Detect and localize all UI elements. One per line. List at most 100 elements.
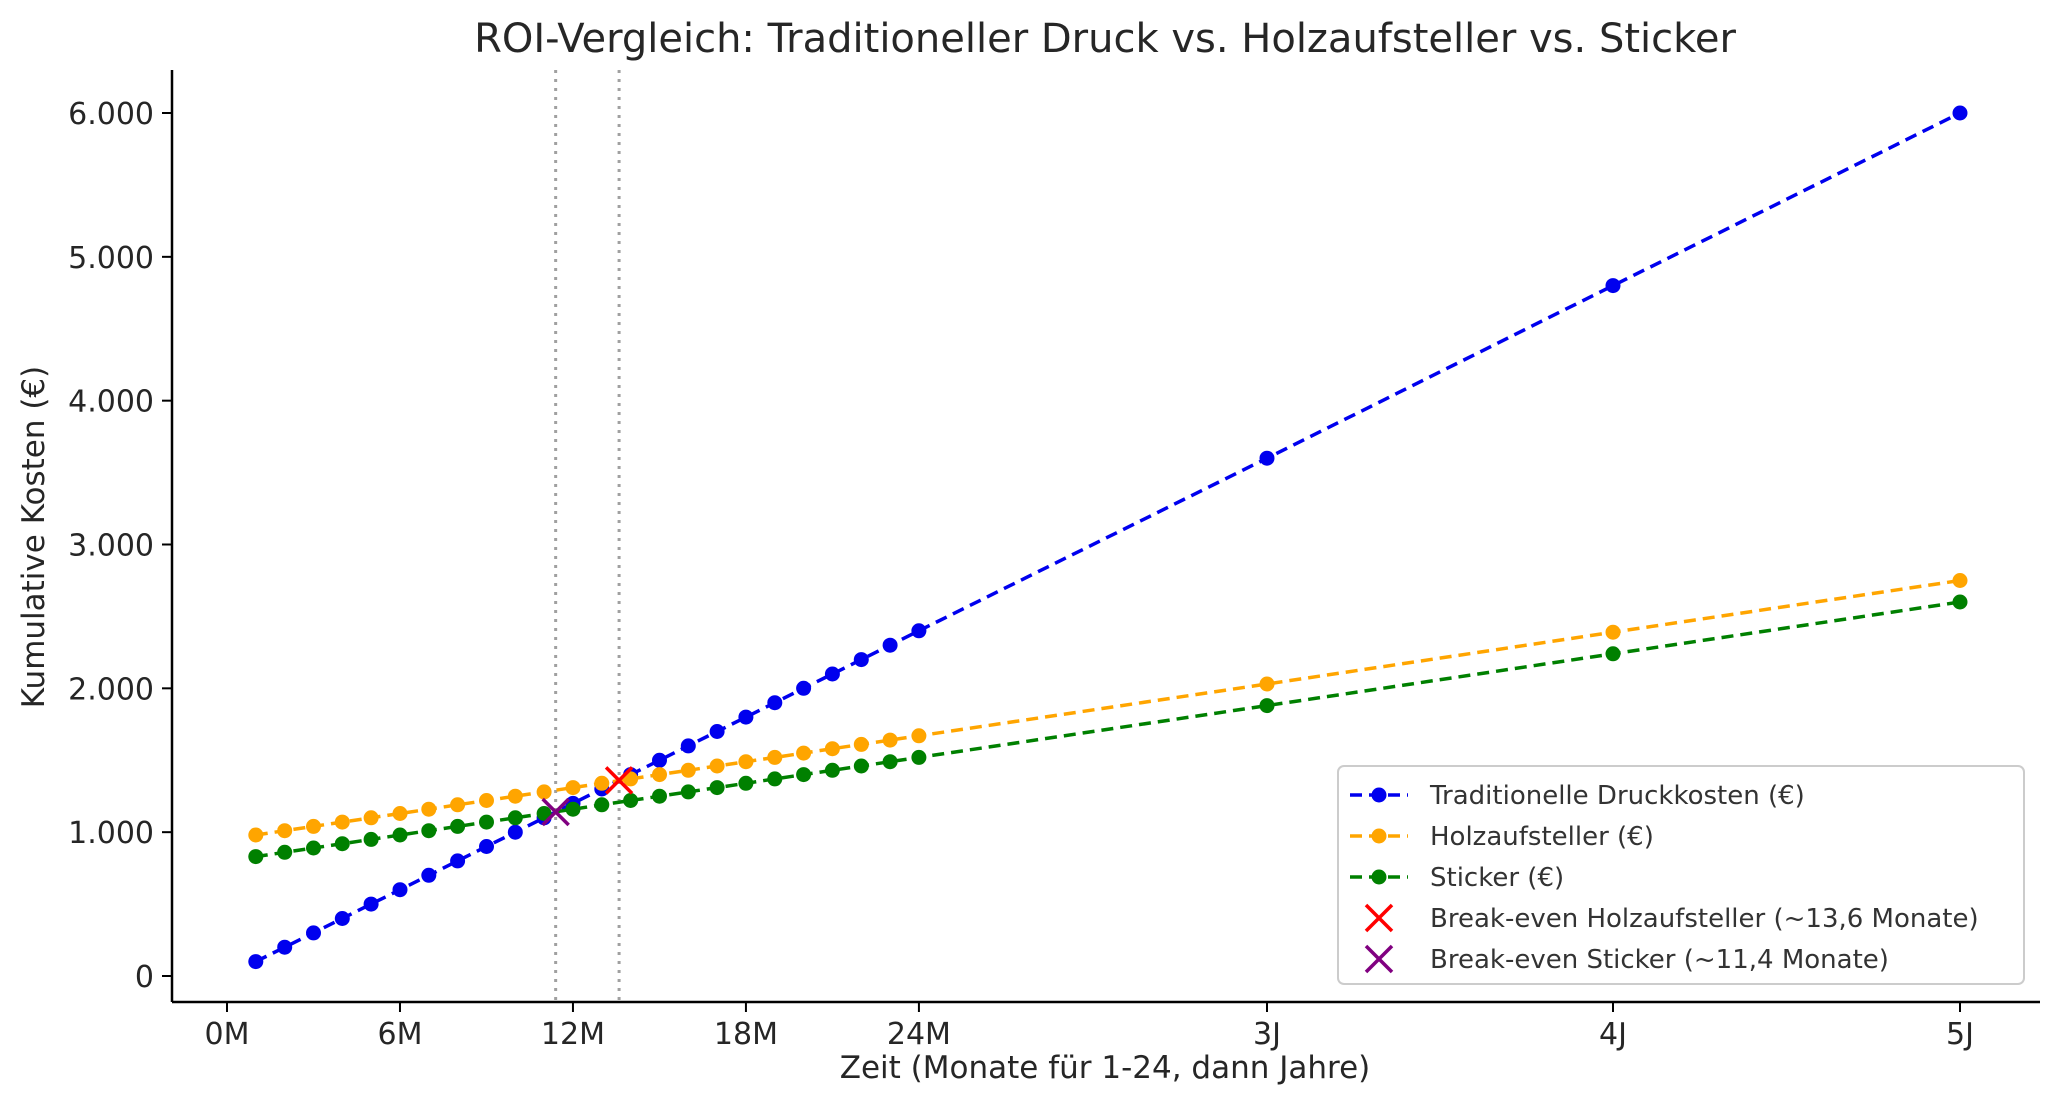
data-point-series-2-6 — [421, 823, 437, 839]
data-point-series-1-22 — [882, 732, 898, 748]
data-point-series-0-4 — [363, 896, 379, 912]
data-point-series-0-9 — [507, 824, 523, 840]
data-point-series-1-11 — [565, 780, 581, 796]
legend-entry-label: Break-even Holzaufsteller (~13,6 Monate) — [1430, 904, 1979, 934]
data-point-series-2-15 — [680, 784, 696, 800]
legend-entry-label: Break-even Sticker (~11,4 Monate) — [1430, 945, 1889, 975]
data-point-series-1-20 — [824, 741, 840, 757]
data-point-series-0-14 — [652, 752, 667, 768]
legend: Traditionelle Druckkosten (€) Holzaufstel… — [1337, 765, 2025, 985]
data-point-series-1-13 — [623, 771, 639, 787]
x-tick-label: 12M — [541, 1017, 605, 1052]
data-point-series-2-20 — [824, 762, 840, 778]
y-tick-label: 5.000 — [68, 241, 154, 276]
x-tick-label: 24M — [887, 1017, 951, 1052]
data-point-series-2-3 — [334, 836, 350, 852]
plot-area — [170, 70, 2040, 1004]
data-point-series-1-6 — [421, 801, 437, 817]
data-point-series-1-19 — [796, 745, 812, 761]
data-point-series-1-26 — [1952, 573, 1968, 588]
data-point-series-0-17 — [738, 709, 754, 725]
legend-box — [1337, 765, 2025, 985]
data-point-series-2-9 — [507, 810, 523, 826]
y-tick-label: 1.000 — [68, 816, 154, 851]
data-point-series-2-23 — [911, 749, 927, 765]
data-point-series-2-12 — [594, 797, 610, 813]
data-point-series-1-2 — [306, 818, 321, 834]
data-point-series-0-22 — [882, 637, 898, 653]
data-point-series-0-20 — [824, 666, 840, 682]
y-tick-label: 2.000 — [68, 672, 154, 707]
series-line-1 — [255, 578, 1961, 837]
data-point-series-1-4 — [363, 810, 379, 826]
data-point-series-0-0 — [248, 954, 264, 970]
data-point-series-2-4 — [363, 831, 379, 847]
data-point-series-2-24 — [1259, 698, 1275, 714]
data-point-series-1-1 — [277, 823, 293, 839]
y-tick-label: 6.000 — [68, 97, 154, 132]
data-point-series-2-10 — [536, 806, 552, 821]
break-even-marker-0 — [604, 766, 634, 795]
data-point-series-0-3 — [334, 911, 350, 926]
chart-title: ROI-Vergleich: Traditioneller Druck vs. … — [474, 16, 1736, 62]
data-point-series-2-1 — [277, 844, 293, 860]
legend-marker-0 — [1371, 787, 1387, 803]
data-point-series-0-24 — [1259, 450, 1275, 466]
data-point-series-2-13 — [623, 793, 639, 808]
data-point-series-2-26 — [1952, 594, 1968, 610]
data-point-series-1-15 — [680, 762, 696, 778]
data-point-series-2-2 — [306, 840, 321, 856]
legend-x-marker-b-0 — [1364, 903, 1394, 933]
break-even-marker-1 — [541, 797, 570, 827]
x-tick-label: 6M — [377, 1017, 422, 1052]
data-point-series-1-16 — [709, 758, 725, 774]
data-point-series-1-23 — [911, 728, 927, 744]
data-point-series-0-8 — [479, 839, 494, 854]
data-point-series-2-16 — [709, 780, 725, 796]
y-axis-label: Kumulative Kosten (€) — [16, 366, 52, 708]
data-point-series-1-8 — [479, 793, 494, 808]
data-point-series-1-9 — [507, 788, 523, 804]
data-point-series-2-5 — [392, 827, 408, 843]
data-point-series-2-18 — [767, 771, 783, 787]
y-tick-label: 3.000 — [68, 529, 154, 564]
data-point-series-2-11 — [565, 801, 581, 817]
x-tick-label: 0M — [205, 1017, 250, 1052]
data-point-series-1-3 — [334, 814, 350, 830]
data-point-series-0-16 — [709, 724, 725, 739]
data-point-series-2-25 — [1605, 646, 1621, 662]
data-point-series-2-0 — [248, 849, 264, 865]
data-point-series-1-0 — [248, 827, 264, 843]
x-axis-label: Zeit (Monate für 1-24, dann Jahre) — [840, 1050, 1371, 1086]
legend-entry-label: Traditionelle Druckkosten (€) — [1429, 781, 1805, 811]
data-point-series-1-14 — [652, 767, 667, 783]
data-point-series-2-14 — [652, 788, 667, 804]
x-tick-label: 3J — [1253, 1017, 1281, 1052]
data-point-series-0-15 — [680, 738, 696, 754]
data-point-series-0-6 — [421, 867, 437, 883]
data-point-series-0-5 — [392, 882, 408, 898]
data-point-series-2-7 — [450, 818, 466, 834]
data-point-series-1-18 — [767, 749, 783, 765]
data-point-series-1-10 — [536, 784, 552, 800]
data-point-series-0-1 — [277, 939, 293, 955]
data-point-series-1-25 — [1605, 624, 1621, 640]
data-point-series-2-17 — [738, 775, 754, 791]
legend-x-marker-b-1 — [1364, 944, 1394, 974]
data-point-series-0-2 — [306, 925, 321, 941]
series-line-2 — [255, 600, 1961, 859]
data-point-series-1-7 — [450, 797, 466, 813]
x-tick-label: 5J — [1946, 1017, 1974, 1052]
data-point-series-1-17 — [738, 754, 754, 770]
data-point-series-1-24 — [1259, 676, 1275, 692]
data-point-series-0-25 — [1605, 278, 1621, 294]
legend-entry-label: Holzaufsteller (€) — [1430, 822, 1654, 852]
y-tick-label: 4.000 — [68, 385, 154, 420]
data-point-series-0-7 — [450, 853, 466, 869]
y-axis-ticks: 0 1.000 2.000 3.000 4.000 5.000 6.000 — [68, 97, 172, 995]
data-point-series-1-12 — [594, 775, 610, 791]
x-tick-label: 18M — [714, 1017, 778, 1052]
legend-entry-label: Sticker (€) — [1430, 863, 1564, 893]
x-tick-label: 4J — [1599, 1017, 1627, 1052]
